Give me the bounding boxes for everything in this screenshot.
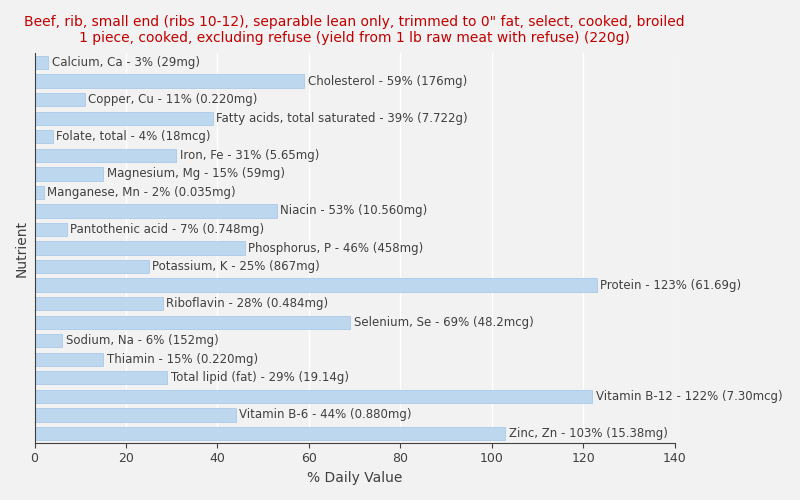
Bar	[34, 186, 44, 199]
Text: Thiamin - 15% (0.220mg): Thiamin - 15% (0.220mg)	[106, 353, 258, 366]
Text: Selenium, Se - 69% (48.2mcg): Selenium, Se - 69% (48.2mcg)	[354, 316, 534, 328]
Text: Zinc, Zn - 103% (15.38mg): Zinc, Zn - 103% (15.38mg)	[509, 427, 668, 440]
Bar	[34, 371, 167, 384]
Title: Beef, rib, small end (ribs 10-12), separable lean only, trimmed to 0" fat, selec: Beef, rib, small end (ribs 10-12), separ…	[24, 15, 685, 45]
Text: Riboflavin - 28% (0.484mg): Riboflavin - 28% (0.484mg)	[166, 297, 328, 310]
Text: Vitamin B-12 - 122% (7.30mcg): Vitamin B-12 - 122% (7.30mcg)	[596, 390, 782, 403]
Text: Sodium, Na - 6% (152mg): Sodium, Na - 6% (152mg)	[66, 334, 218, 347]
Bar	[34, 167, 103, 180]
Bar	[34, 260, 149, 273]
Bar	[34, 408, 236, 422]
Bar	[34, 130, 53, 143]
Bar	[34, 148, 176, 162]
Text: Magnesium, Mg - 15% (59mg): Magnesium, Mg - 15% (59mg)	[106, 168, 285, 180]
Text: Vitamin B-6 - 44% (0.880mg): Vitamin B-6 - 44% (0.880mg)	[239, 408, 412, 422]
Text: Niacin - 53% (10.560mg): Niacin - 53% (10.560mg)	[281, 204, 428, 218]
Bar	[34, 93, 85, 106]
Y-axis label: Nutrient: Nutrient	[15, 220, 29, 276]
Bar	[34, 56, 48, 70]
Text: Fatty acids, total saturated - 39% (7.722g): Fatty acids, total saturated - 39% (7.72…	[217, 112, 468, 124]
Text: Folate, total - 4% (18mcg): Folate, total - 4% (18mcg)	[57, 130, 211, 143]
X-axis label: % Daily Value: % Daily Value	[307, 471, 402, 485]
Text: Cholesterol - 59% (176mg): Cholesterol - 59% (176mg)	[308, 74, 467, 88]
Bar	[34, 242, 245, 254]
Text: Calcium, Ca - 3% (29mg): Calcium, Ca - 3% (29mg)	[52, 56, 200, 69]
Text: Copper, Cu - 11% (0.220mg): Copper, Cu - 11% (0.220mg)	[89, 93, 258, 106]
Bar	[34, 334, 62, 347]
Text: Potassium, K - 25% (867mg): Potassium, K - 25% (867mg)	[153, 260, 320, 273]
Bar	[34, 390, 592, 403]
Bar	[34, 352, 103, 366]
Text: Protein - 123% (61.69g): Protein - 123% (61.69g)	[601, 278, 742, 291]
Bar	[34, 316, 350, 329]
Bar	[34, 278, 597, 292]
Text: Manganese, Mn - 2% (0.035mg): Manganese, Mn - 2% (0.035mg)	[47, 186, 236, 199]
Text: Phosphorus, P - 46% (458mg): Phosphorus, P - 46% (458mg)	[249, 242, 424, 254]
Bar	[34, 112, 213, 125]
Bar	[34, 297, 162, 310]
Text: Iron, Fe - 31% (5.65mg): Iron, Fe - 31% (5.65mg)	[180, 149, 319, 162]
Bar	[34, 204, 277, 218]
Bar	[34, 223, 66, 236]
Bar	[34, 427, 506, 440]
Text: Total lipid (fat) - 29% (19.14g): Total lipid (fat) - 29% (19.14g)	[170, 372, 349, 384]
Text: Pantothenic acid - 7% (0.748mg): Pantothenic acid - 7% (0.748mg)	[70, 223, 264, 236]
Bar	[34, 74, 304, 88]
